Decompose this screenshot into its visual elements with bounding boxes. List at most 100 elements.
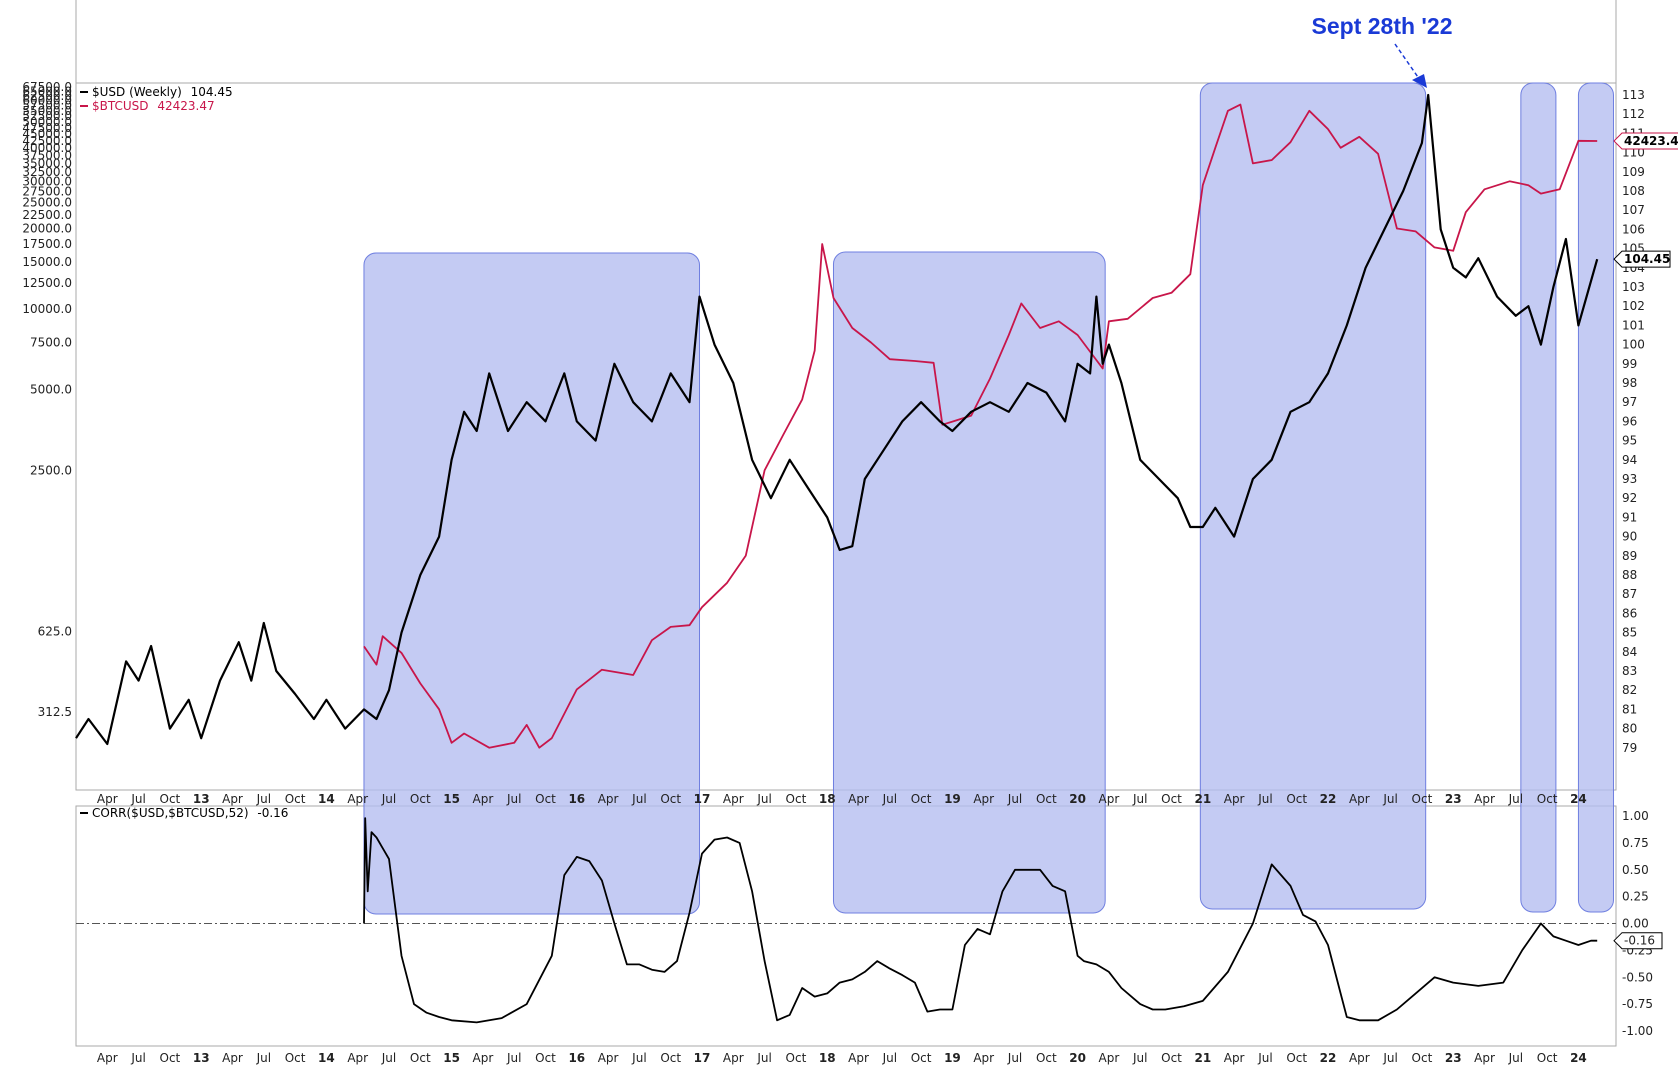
x-tick-top: Oct <box>1412 792 1433 806</box>
x-tick-top: Jul <box>256 792 271 806</box>
corr-axis-tick: 1.00 <box>1622 809 1649 823</box>
x-tick-top: Jul <box>631 792 646 806</box>
highlight-periods <box>363 82 1614 915</box>
x-tick-top: Oct <box>160 792 181 806</box>
left-axis-tick: 30000.0 <box>22 174 72 188</box>
x-tick-bottom: Jul <box>882 1051 897 1065</box>
x-tick-bottom: 23 <box>1445 1051 1462 1065</box>
legend-btc-name: $BTCUSD <box>92 99 149 113</box>
x-tick-top: Oct <box>660 792 681 806</box>
x-tick-bottom: Oct <box>1537 1051 1558 1065</box>
x-tick-bottom: 13 <box>193 1051 210 1065</box>
x-tick-top: Oct <box>786 792 807 806</box>
x-tick-bottom: Jul <box>1007 1051 1022 1065</box>
left-axis-tick: 20000.0 <box>22 221 72 235</box>
x-tick-bottom: Oct <box>660 1051 681 1065</box>
series-lines <box>75 93 1599 1024</box>
left-axis-tick: 7500.0 <box>30 336 72 350</box>
right-axis-tick: 81 <box>1622 702 1637 716</box>
x-tick-bottom: Oct <box>535 1051 556 1065</box>
right-axis-tick: 103 <box>1622 280 1645 294</box>
left-axis-tick: 25000.0 <box>22 196 72 210</box>
x-tick-bottom: Apr <box>97 1051 118 1065</box>
left-axis-tick: 12500.0 <box>22 276 72 290</box>
x-tick-top: Apr <box>473 792 494 806</box>
left-axis-tick: 52500.0 <box>22 109 72 123</box>
legend-usd-name: $USD (Weekly) <box>92 85 182 99</box>
x-tick-top: Apr <box>1099 792 1120 806</box>
right-axis-tick: 98 <box>1622 376 1637 390</box>
corr-last-value: -0.16 <box>1624 934 1655 948</box>
x-tick-bottom: Jul <box>756 1051 771 1065</box>
correlation-line <box>363 817 1598 1024</box>
x-tick-top: Jul <box>1007 792 1022 806</box>
svg-text:$BTCUSD 42423.47: $BTCUSD 42423.47 <box>92 99 215 113</box>
left-axis-tick: 57500.0 <box>22 99 72 113</box>
x-tick-top: 16 <box>568 792 585 806</box>
x-tick-top: 22 <box>1320 792 1337 806</box>
right-axis-tick: 109 <box>1622 165 1645 179</box>
x-tick-bottom: Jul <box>381 1051 396 1065</box>
highlight-period-1 <box>363 252 701 915</box>
x-tick-top: Jul <box>1132 792 1147 806</box>
x-tick-top: Apr <box>1349 792 1370 806</box>
annotation-arrowhead <box>1412 74 1427 88</box>
x-tick-bottom: 21 <box>1194 1051 1211 1065</box>
corr-axis-tick: 0.75 <box>1622 836 1649 850</box>
corr-legend: CORR($USD,$BTCUSD,52) -0.16 <box>80 806 288 820</box>
x-tick-bottom: Oct <box>911 1051 932 1065</box>
x-tick-bottom: Apr <box>848 1051 869 1065</box>
x-tick-top: 17 <box>694 792 711 806</box>
x-tick-top: 24 <box>1570 792 1587 806</box>
x-tick-top: Jul <box>1508 792 1523 806</box>
left-axis-tick: 65000.0 <box>22 84 72 98</box>
right-axis-tick: 101 <box>1622 318 1645 332</box>
x-tick-bottom: Apr <box>1349 1051 1370 1065</box>
right-axis-tick: 88 <box>1622 568 1637 582</box>
usd-line <box>75 93 1599 746</box>
right-axis-tick: 87 <box>1622 587 1637 601</box>
x-tick-top: Jul <box>756 792 771 806</box>
right-axis-tick: 106 <box>1622 222 1645 236</box>
right-axis-tick: 94 <box>1622 453 1637 467</box>
right-axis-tick: 112 <box>1622 107 1645 121</box>
x-tick-bottom: 19 <box>944 1051 961 1065</box>
btc-last-value-tag: 42423.47 <box>1613 132 1678 150</box>
x-tick-bottom: 14 <box>318 1051 335 1065</box>
x-tick-bottom: Apr <box>1474 1051 1495 1065</box>
x-tick-bottom: Apr <box>1224 1051 1245 1065</box>
x-tick-top: Apr <box>347 792 368 806</box>
right-axis-tick: 107 <box>1622 203 1645 217</box>
left-axis-tick: 312.5 <box>38 705 72 719</box>
x-tick-bottom: Oct <box>1036 1051 1057 1065</box>
x-tick-top: Apr <box>1474 792 1495 806</box>
corr-axis-tick: -1.00 <box>1622 1024 1653 1038</box>
x-tick-top: Apr <box>598 792 619 806</box>
btcusd-line <box>363 103 1598 749</box>
highlight-period-4 <box>1520 82 1557 913</box>
left-axis-tick: 2500.0 <box>30 463 72 477</box>
x-tick-bottom: Jul <box>1257 1051 1272 1065</box>
x-tick-top: Apr <box>1224 792 1245 806</box>
right-axis-tick: 91 <box>1622 510 1637 524</box>
left-axis-tick: 35000.0 <box>22 156 72 170</box>
x-tick-top: Jul <box>130 792 145 806</box>
x-tick-bottom: 20 <box>1069 1051 1086 1065</box>
x-tick-bottom: 22 <box>1320 1051 1337 1065</box>
right-axis-tick: 84 <box>1622 645 1637 659</box>
left-axis-tick: 5000.0 <box>30 383 72 397</box>
x-tick-bottom: Jul <box>1508 1051 1523 1065</box>
x-tick-top: Oct <box>535 792 556 806</box>
legend-usd-value: 104.45 <box>191 85 233 99</box>
x-tick-top: Apr <box>97 792 118 806</box>
right-axis-tick: 83 <box>1622 664 1637 678</box>
x-tick-bottom: Jul <box>506 1051 521 1065</box>
left-axis-tick: 32500.0 <box>22 165 72 179</box>
x-tick-bottom: 18 <box>819 1051 836 1065</box>
legend-corr-name: CORR($USD,$BTCUSD,52) <box>92 806 249 820</box>
corr-axis-tick: 0.50 <box>1622 863 1649 877</box>
x-tick-bottom: Oct <box>410 1051 431 1065</box>
x-tick-bottom: Apr <box>473 1051 494 1065</box>
price-legend: $USD (Weekly) 104.45 $BTCUSD 42423.47 <box>80 85 233 113</box>
